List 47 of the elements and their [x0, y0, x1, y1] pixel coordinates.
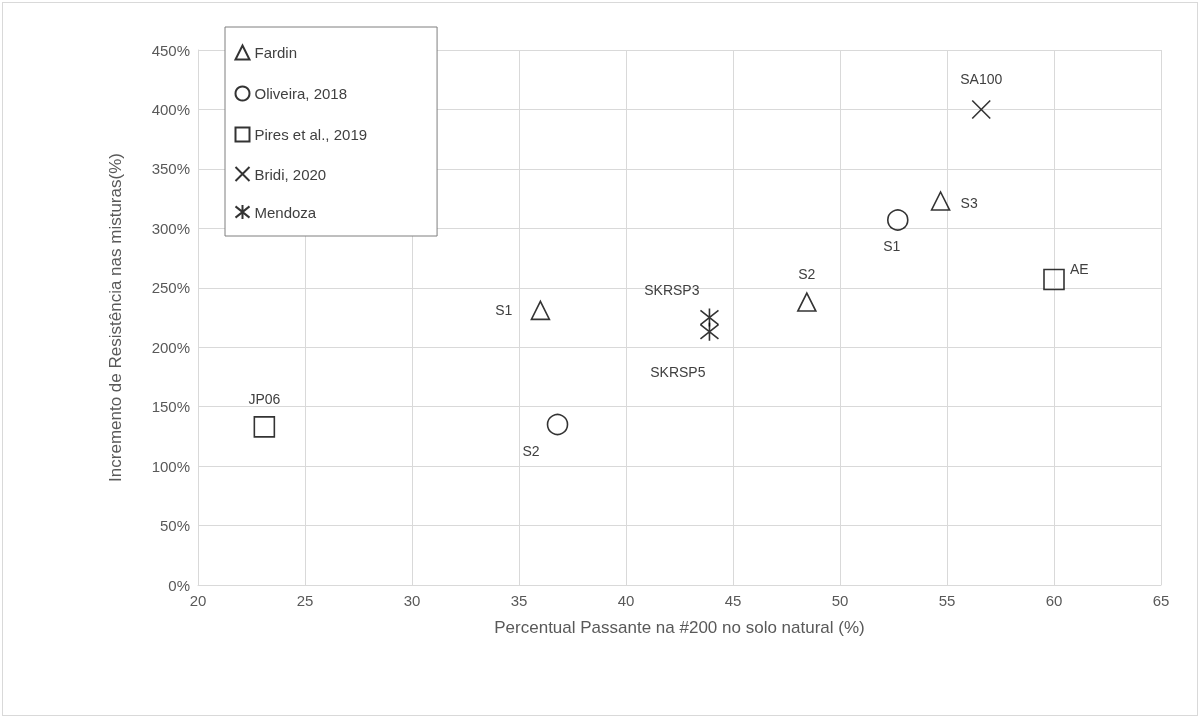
point	[253, 416, 276, 438]
y-axis-title: Incremento de Resistência nas misturas(%)	[106, 153, 125, 482]
annotation: SKRSP5	[650, 363, 706, 380]
legend-label: Pires et al., 2019	[254, 126, 368, 143]
x-axis-title: Percentual Passante na #200 no solo natural (%)	[494, 618, 865, 637]
annotation: S1	[495, 302, 513, 319]
legend-label: Bridi, 2020	[254, 165, 327, 183]
x-tick-label: 65	[1152, 592, 1170, 609]
annotation: S2	[798, 266, 816, 283]
point	[699, 307, 720, 328]
y-tick-label: 300%	[151, 219, 190, 237]
point	[1043, 268, 1065, 291]
x-tick-label: 45	[724, 592, 742, 609]
x-tick-label: 25	[296, 592, 314, 609]
annotation: SA100	[960, 71, 1003, 88]
x-tick-label: 40	[617, 592, 635, 609]
y-tick-label: 250%	[151, 279, 190, 297]
x-tick-label: 50	[831, 592, 849, 609]
point	[530, 300, 551, 321]
legend-label: Fardin	[254, 44, 298, 61]
point	[930, 191, 951, 211]
point	[887, 209, 909, 231]
legend-label: Mendoza	[254, 203, 317, 221]
y-tick-label: 150%	[151, 398, 190, 416]
annotation: AE	[1070, 261, 1089, 278]
y-tick-label: 0%	[168, 576, 190, 594]
y-tick-label: 50%	[159, 517, 190, 535]
point	[797, 292, 817, 312]
x-tick-label: 20	[189, 592, 207, 609]
x-tick-label: 30	[403, 592, 421, 609]
x-tick-label: 35	[510, 592, 528, 609]
annotation: S2	[522, 442, 540, 459]
annotation: SKRSP3	[644, 281, 700, 298]
point	[971, 99, 992, 120]
y-tick-label: 400%	[151, 100, 190, 118]
annotation: JP06	[248, 390, 281, 407]
annotation: S3	[960, 194, 978, 211]
legend-label: Oliveira, 2018	[254, 85, 348, 102]
point	[546, 413, 569, 436]
y-tick-label: 350%	[151, 160, 190, 178]
point	[699, 321, 720, 342]
y-tick-label: 100%	[151, 457, 190, 475]
x-tick-label: 55	[938, 592, 956, 609]
y-tick-label: 200%	[151, 338, 190, 356]
y-tick-label: 450%	[151, 41, 190, 59]
annotation: S1	[883, 238, 901, 255]
x-tick-label: 60	[1045, 592, 1063, 609]
